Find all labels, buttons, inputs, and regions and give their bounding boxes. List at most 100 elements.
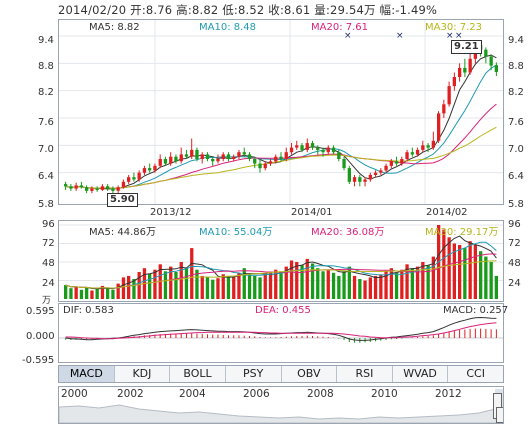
volume-bar: [179, 262, 183, 299]
candle-body: [137, 172, 141, 180]
volume-bar: [153, 269, 157, 299]
year-label-2004: 2004: [179, 388, 206, 400]
timeline-navigator[interactable]: 2000 2002 2004 2006 2008 2010 2012: [58, 386, 504, 424]
price-chart-panel[interactable]: × × × × MA5: 8.82 MA10: 8.48 MA20: 7.61 MA3…: [58, 19, 504, 207]
volume-chart: [59, 224, 503, 300]
ma20-label: MA20: 7.61: [311, 22, 369, 33]
volume-bar: [263, 274, 267, 299]
volume-bar: [347, 266, 351, 299]
candle-body: [400, 159, 404, 164]
candle-body: [363, 179, 367, 182]
candle-body: [106, 186, 110, 189]
price-y-right-4: 7.6: [508, 117, 524, 128]
candle-body: [69, 186, 73, 189]
high-price-marker: 9.21: [451, 40, 482, 54]
indicator-tabs: MACD KDJ BOLL PSY OBV RSI WVAD CCI: [58, 365, 504, 383]
candle-body: [237, 152, 241, 157]
volume-bar: [442, 229, 446, 299]
range-handle-right[interactable]: [496, 407, 503, 423]
candle-body: [148, 168, 152, 171]
candle-body: [468, 58, 472, 73]
candle-body: [242, 152, 246, 155]
candle-body: [305, 143, 309, 150]
candle-body: [310, 143, 315, 148]
candle-body: [190, 149, 194, 157]
volume-bar: [184, 268, 189, 299]
candle-body: [258, 163, 262, 169]
volume-chart-panel[interactable]: MA5: 44.86万 MA10: 55.04万 MA20: 36.08万 MA…: [58, 220, 504, 302]
volume-bar: [174, 272, 178, 299]
volume-bar: [127, 275, 131, 299]
candle-body: [326, 147, 330, 153]
volume-bar: [452, 243, 456, 299]
price-y-right-1: 9.4: [508, 35, 524, 46]
candle-body: [368, 174, 372, 180]
volume-bar: [358, 279, 362, 299]
event-marker-icon: ×: [396, 31, 404, 41]
vol-ma5-label: MA5: 44.86万: [89, 227, 157, 238]
tab-cci[interactable]: CCI: [466, 367, 485, 380]
volume-bar: [200, 275, 204, 299]
volume-bar: [484, 256, 488, 299]
macd-label: MACD: 0.257: [443, 305, 509, 316]
candle-body: [121, 181, 126, 188]
candle-body: [379, 170, 383, 173]
price-y-left-7: 5.8: [38, 199, 54, 210]
tab-wvad[interactable]: WVAD: [393, 366, 449, 382]
volume-bar: [384, 271, 388, 300]
tab-macd[interactable]: MACD: [59, 366, 115, 382]
vol-y-right-4: 24: [508, 278, 521, 289]
candle-body: [142, 168, 147, 173]
tab-psy[interactable]: PSY: [226, 366, 282, 382]
vol-ma30-line: [65, 260, 497, 289]
price-y-right-2: 8.8: [508, 61, 524, 72]
price-y-left-3: 8.2: [38, 87, 54, 98]
volume-bar: [468, 241, 472, 299]
volume-bar: [106, 288, 110, 299]
dea-line: [65, 322, 497, 340]
year-label-2010: 2010: [371, 388, 398, 400]
year-label-2000: 2000: [61, 388, 88, 400]
volume-bar: [352, 275, 357, 299]
candle-body: [226, 154, 231, 159]
tab-obv[interactable]: OBV: [282, 366, 338, 382]
candle-body: [179, 154, 183, 162]
candle-body: [415, 149, 420, 155]
volume-bar: [169, 266, 173, 299]
candle-body: [90, 188, 94, 191]
vol-ma30-label: MA30: 29.17万: [425, 227, 499, 238]
candle-body: [85, 187, 89, 191]
volume-bar: [253, 275, 257, 299]
candle-body: [279, 156, 283, 159]
candle-body: [421, 145, 425, 150]
volume-bar: [337, 275, 341, 299]
candle-body: [394, 161, 399, 164]
candle-body: [431, 140, 435, 148]
volume-bar: [295, 262, 299, 299]
volume-bar: [289, 260, 294, 299]
year-label-2006: 2006: [243, 388, 270, 400]
tab-boll[interactable]: BOLL: [170, 366, 226, 382]
ma10-line: [65, 64, 497, 189]
year-label-2012: 2012: [435, 388, 462, 400]
macd-y-2: 0.000: [26, 331, 55, 342]
candle-body: [221, 154, 225, 159]
price-y-left-1: 9.4: [38, 35, 54, 46]
candle-body: [484, 49, 488, 57]
volume-bar: [489, 262, 493, 299]
low-price-marker: 5.90: [107, 193, 138, 207]
volume-bar: [447, 237, 451, 299]
tab-kdj[interactable]: KDJ: [115, 366, 171, 382]
macd-chart-panel[interactable]: DIF: 0.583 DEA: 0.455 MACD: 0.257: [58, 303, 508, 363]
volume-bar: [305, 258, 309, 299]
candle-body: [437, 113, 441, 141]
candle-body: [342, 159, 346, 169]
date-label-2: 2014/01: [291, 207, 333, 218]
candle-body: [174, 156, 178, 162]
volume-bar: [342, 271, 346, 300]
date-label-1: 2013/12: [150, 207, 192, 218]
candle-body: [389, 161, 393, 166]
tab-rsi[interactable]: RSI: [337, 366, 393, 382]
volume-bar: [100, 285, 105, 299]
vol-y-1: 96: [42, 219, 55, 230]
